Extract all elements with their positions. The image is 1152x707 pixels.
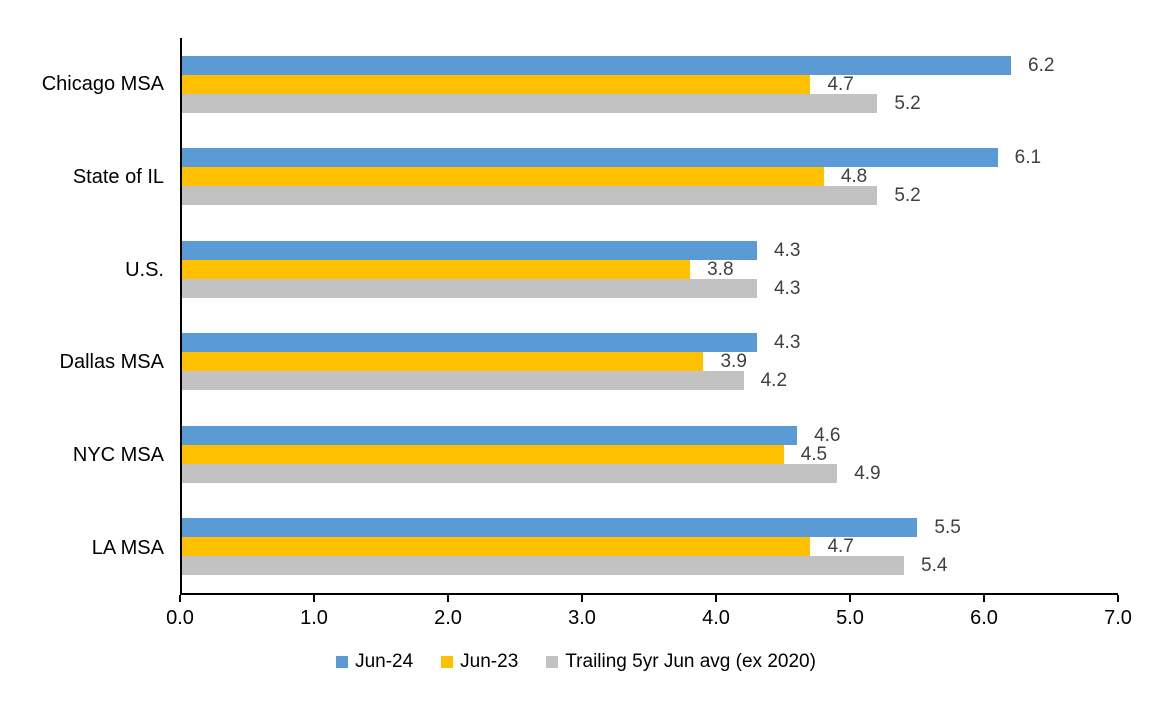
bar-row: 5.2 xyxy=(182,92,1118,114)
bar-row: 6.1 xyxy=(182,147,1118,169)
bar-group-nyc-msa: 4.6 4.5 4.9 xyxy=(182,424,1118,484)
x-axis: 0.0 1.0 2.0 3.0 4.0 5.0 6.0 7.0 xyxy=(166,595,1132,640)
bar-group-dallas-msa: 4.3 3.9 4.2 xyxy=(182,332,1118,392)
x-tick xyxy=(447,595,449,602)
legend: Jun-24 Jun-23 Trailing 5yr Jun avg (ex 202… xyxy=(0,651,1152,673)
bar-row: 4.3 xyxy=(182,332,1118,354)
x-tick-label: 4.0 xyxy=(702,607,730,629)
x-tick xyxy=(983,595,985,602)
bar-jun-23-nyc-msa xyxy=(182,444,784,464)
legend-item-trailing-5yr-jun-avg-ex-2020: Trailing 5yr Jun avg (ex 2020) xyxy=(546,651,816,673)
category-label-la-msa: LA MSA xyxy=(91,537,164,560)
bar-value-label: 5.5 xyxy=(934,517,961,539)
bar-value-label: 6.1 xyxy=(1014,147,1042,169)
bar-value-label: 6.2 xyxy=(1028,54,1055,76)
bar-row: 5.5 xyxy=(182,517,1118,539)
bar-value-label: 4.3 xyxy=(773,277,801,299)
bar-jun-23-la-msa xyxy=(182,537,811,557)
category-label-nyc-msa: NYC MSA xyxy=(72,444,164,467)
x-tick xyxy=(715,595,717,602)
legend-item-jun-23: Jun-23 xyxy=(441,651,518,673)
bar-jun-24-dallas-msa xyxy=(182,333,757,353)
bar-group-u-s: 4.3 3.8 4.3 xyxy=(182,239,1118,299)
bar-group-la-msa: 5.5 4.7 5.4 xyxy=(182,517,1118,577)
bar-value-label: 3.9 xyxy=(720,351,747,373)
bar-jun-24-state-of-il xyxy=(182,148,998,168)
x-tick xyxy=(313,595,315,602)
x-tick-label: 7.0 xyxy=(1104,607,1132,629)
plot-area: 6.2 4.7 5.2 6.1 4.8 5.2 4.3 3.8 4.3 4.3 3.9 4.2 4.6 4… xyxy=(180,38,1118,595)
bar-value-label: 4.7 xyxy=(827,536,854,558)
bar-row: 5.2 xyxy=(182,185,1118,207)
bar-value-label: 5.4 xyxy=(921,555,948,577)
bar-trailing-5yr-jun-avg-ex-2020-la-msa xyxy=(182,556,905,576)
bar-row: 4.7 xyxy=(182,536,1118,558)
legend-label: Jun-24 xyxy=(355,651,414,672)
bar-row: 5.4 xyxy=(182,555,1118,577)
bar-row: 4.7 xyxy=(182,73,1118,95)
bar-group-state-of-il: 6.1 4.8 5.2 xyxy=(182,147,1118,207)
bar-value-label: 4.8 xyxy=(840,166,868,188)
bar-jun-23-chicago-msa xyxy=(182,74,811,94)
bar-trailing-5yr-jun-avg-ex-2020-nyc-msa xyxy=(182,463,838,483)
bar-value-label: 4.6 xyxy=(814,424,841,446)
bar-row: 3.9 xyxy=(182,351,1118,373)
x-tick-label: 3.0 xyxy=(568,607,596,629)
bar-jun-23-state-of-il xyxy=(182,167,824,187)
bar-row: 4.8 xyxy=(182,166,1118,188)
bar-row: 4.9 xyxy=(182,462,1118,484)
bar-trailing-5yr-jun-avg-ex-2020-chicago-msa xyxy=(182,93,878,113)
bar-row: 4.3 xyxy=(182,239,1118,261)
bar-value-label: 4.3 xyxy=(773,239,801,261)
bar-value-label: 5.2 xyxy=(894,185,921,207)
bar-row: 3.8 xyxy=(182,258,1118,280)
bar-row: 4.3 xyxy=(182,277,1118,299)
x-tick-label: 6.0 xyxy=(970,607,998,629)
x-tick xyxy=(1117,595,1119,602)
y-axis-labels: Chicago MSA State of IL U.S. Dallas MSA NYC … xyxy=(0,38,164,595)
bar-row: 6.2 xyxy=(182,54,1118,76)
bar-row: 4.6 xyxy=(182,424,1118,446)
category-label-dallas-msa: Dallas MSA xyxy=(59,351,164,374)
x-tick xyxy=(179,595,181,602)
legend-label: Trailing 5yr Jun avg (ex 2020) xyxy=(565,651,816,672)
bar-group-chicago-msa: 6.2 4.7 5.2 xyxy=(182,54,1118,114)
legend-item-jun-24: Jun-24 xyxy=(336,651,413,673)
legend-swatch-trailing-5yr-jun-avg-ex-2020 xyxy=(546,656,559,668)
bar-row: 4.5 xyxy=(182,443,1118,465)
bar-row: 4.2 xyxy=(182,370,1118,392)
x-tick xyxy=(849,595,851,602)
x-tick-label: 2.0 xyxy=(434,607,462,629)
bar-value-label: 4.9 xyxy=(854,462,881,484)
bar-jun-24-chicago-msa xyxy=(182,55,1012,75)
x-tick-label: 5.0 xyxy=(836,607,864,629)
legend-swatch-jun-24 xyxy=(336,656,349,668)
bar-jun-24-nyc-msa xyxy=(182,425,798,445)
x-tick-label: 0.0 xyxy=(166,607,194,629)
x-tick-label: 1.0 xyxy=(300,607,328,629)
bar-trailing-5yr-jun-avg-ex-2020-u-s xyxy=(182,278,757,298)
bar-value-label: 4.2 xyxy=(760,370,788,392)
bar-trailing-5yr-jun-avg-ex-2020-state-of-il xyxy=(182,186,878,206)
legend-label: Jun-23 xyxy=(460,651,519,672)
bar-jun-24-u-s xyxy=(182,240,757,260)
bar-jun-24-la-msa xyxy=(182,518,918,538)
legend-swatch-jun-23 xyxy=(441,656,454,668)
bar-jun-23-u-s xyxy=(182,259,691,279)
category-label-u-s: U.S. xyxy=(125,258,164,281)
bar-value-label: 4.7 xyxy=(827,73,854,95)
category-label-state-of-il: State of IL xyxy=(72,165,164,188)
bar-value-label: 3.8 xyxy=(707,258,734,280)
category-label-chicago-msa: Chicago MSA xyxy=(41,72,164,95)
bar-value-label: 4.5 xyxy=(800,443,828,465)
bar-trailing-5yr-jun-avg-ex-2020-dallas-msa xyxy=(182,371,744,391)
x-tick xyxy=(581,595,583,602)
bar-value-label: 5.2 xyxy=(894,92,921,114)
bar-jun-23-dallas-msa xyxy=(182,352,704,372)
bar-value-label: 4.3 xyxy=(773,332,801,354)
